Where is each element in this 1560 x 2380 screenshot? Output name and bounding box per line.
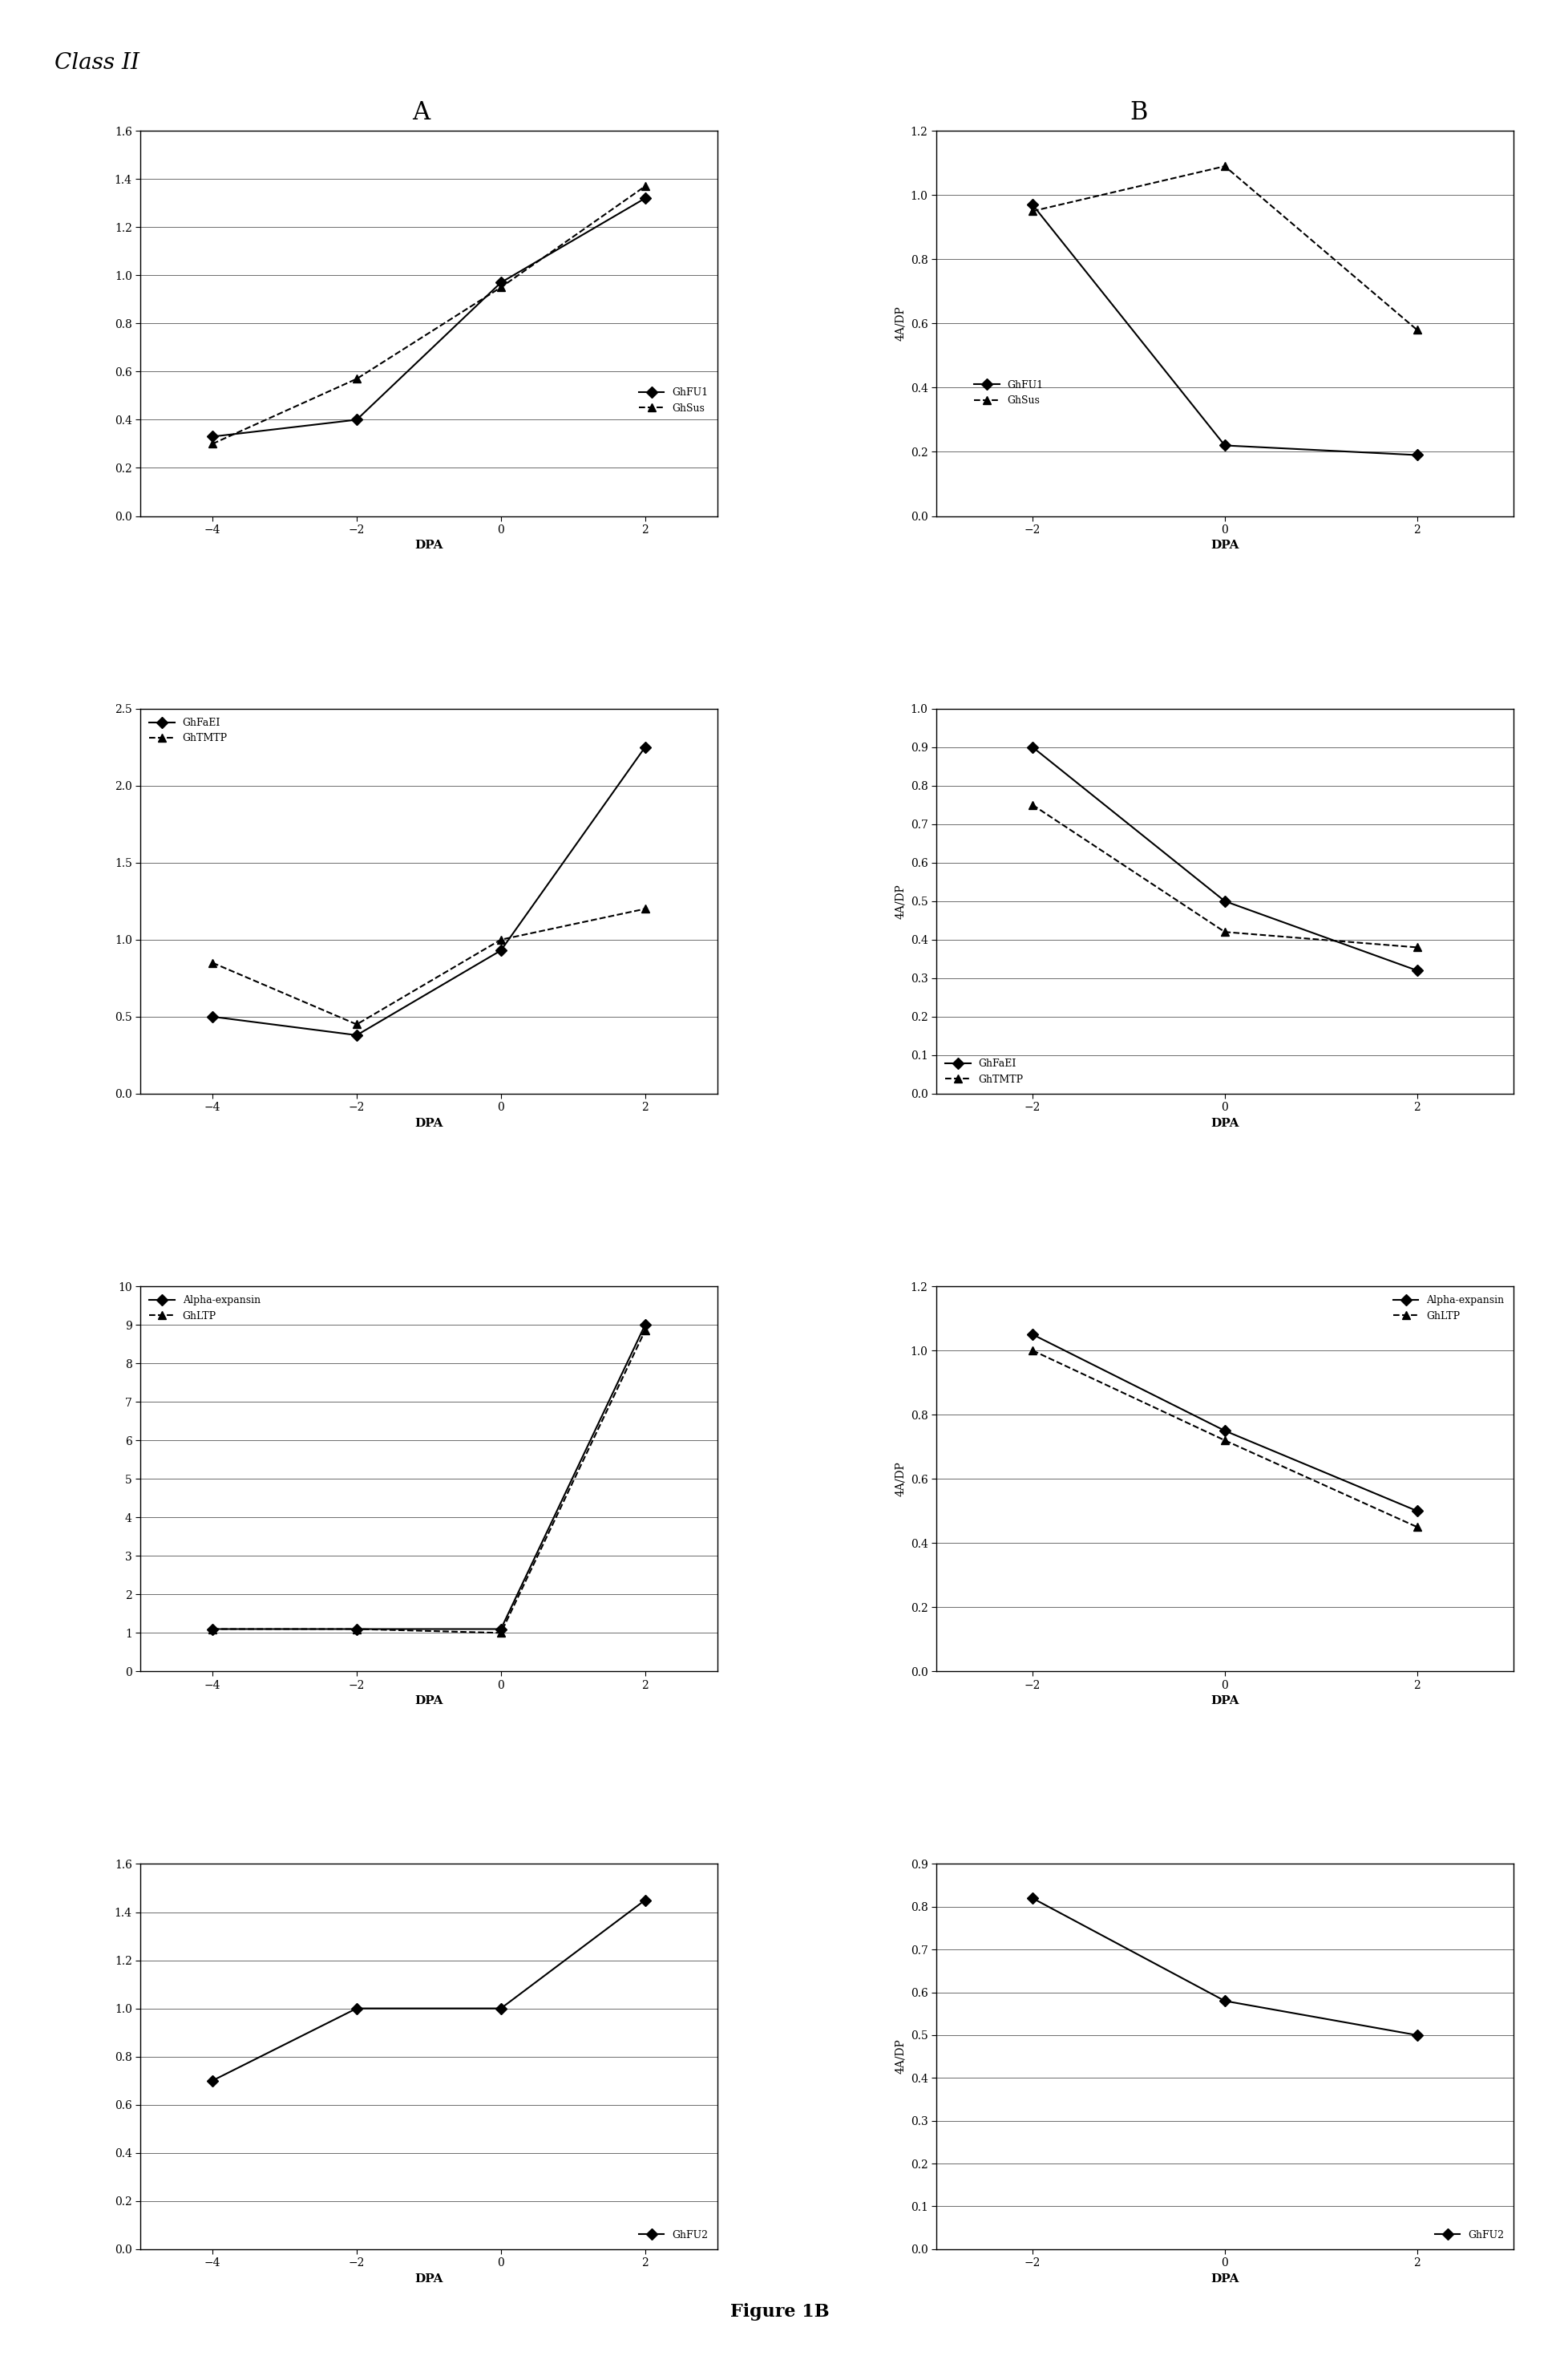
X-axis label: DPA: DPA xyxy=(1211,1695,1239,1706)
Legend: GhFU2: GhFU2 xyxy=(1431,2225,1509,2244)
Line: GhFU2: GhFU2 xyxy=(209,1897,649,2085)
Line: GhFaEI: GhFaEI xyxy=(1028,743,1421,973)
Y-axis label: 4A/DP: 4A/DP xyxy=(895,2040,906,2073)
GhLTP xyxy=(1215,1426,1234,1454)
GhFU1 xyxy=(491,269,510,298)
GhFaEI xyxy=(1407,957,1426,985)
Legend: GhFU2: GhFU2 xyxy=(635,2225,713,2244)
GhTMTP xyxy=(203,950,222,978)
Legend: GhFaEI, GhTMTP: GhFaEI, GhTMTP xyxy=(145,714,231,747)
GhFU1 xyxy=(348,405,367,433)
GhFU2 xyxy=(203,2066,222,2094)
Line: GhLTP: GhLTP xyxy=(1028,1347,1421,1530)
GhFU1 xyxy=(1023,190,1042,219)
Text: Figure 1B: Figure 1B xyxy=(730,2304,830,2320)
Line: GhFU2: GhFU2 xyxy=(1028,1894,1421,2040)
GhTMTP xyxy=(1215,919,1234,947)
Line: GhTMTP: GhTMTP xyxy=(209,904,649,1028)
X-axis label: DPA: DPA xyxy=(1211,1119,1239,1128)
Legend: GhFU1, GhSus: GhFU1, GhSus xyxy=(635,383,713,416)
GhFU2 xyxy=(491,1994,510,2023)
X-axis label: DPA: DPA xyxy=(1211,540,1239,552)
Alpha-expansin xyxy=(1407,1497,1426,1526)
GhFU1 xyxy=(636,183,655,212)
GhLTP xyxy=(203,1614,222,1642)
Line: Alpha-expansin: Alpha-expansin xyxy=(1028,1330,1421,1514)
X-axis label: DPA: DPA xyxy=(415,540,443,552)
GhFaEI xyxy=(1215,888,1234,916)
Legend: GhFaEI, GhTMTP: GhFaEI, GhTMTP xyxy=(941,1054,1028,1088)
Alpha-expansin xyxy=(1023,1321,1042,1349)
X-axis label: DPA: DPA xyxy=(415,1695,443,1706)
Line: GhLTP: GhLTP xyxy=(209,1326,649,1637)
GhFU1 xyxy=(1215,431,1234,459)
Alpha-expansin xyxy=(1215,1416,1234,1445)
GhTMTP xyxy=(348,1009,367,1038)
GhSus xyxy=(1215,152,1234,181)
GhFU1 xyxy=(1407,440,1426,469)
GhSus xyxy=(348,364,367,393)
Text: B: B xyxy=(1129,100,1148,124)
GhFU1 xyxy=(203,421,222,450)
GhSus xyxy=(1023,198,1042,226)
Line: GhFaEI: GhFaEI xyxy=(209,743,649,1040)
Text: Class II: Class II xyxy=(55,52,139,74)
GhFU2 xyxy=(348,1994,367,2023)
GhLTP xyxy=(1023,1335,1042,1364)
Y-axis label: 4A/DP: 4A/DP xyxy=(895,883,906,919)
GhFU2 xyxy=(1023,1885,1042,1914)
Line: Alpha-expansin: Alpha-expansin xyxy=(209,1321,649,1633)
GhLTP xyxy=(636,1316,655,1345)
GhTMTP xyxy=(1407,933,1426,962)
Line: GhSus: GhSus xyxy=(209,183,649,447)
GhFaEI xyxy=(203,1002,222,1031)
Line: GhTMTP: GhTMTP xyxy=(1028,802,1421,952)
Y-axis label: 4A/DP: 4A/DP xyxy=(895,307,906,340)
GhSus xyxy=(203,428,222,457)
Line: GhFU1: GhFU1 xyxy=(209,195,649,440)
GhFU2 xyxy=(1215,1987,1234,2016)
GhFU2 xyxy=(636,1885,655,1914)
GhSus xyxy=(491,274,510,302)
GhSus xyxy=(1407,317,1426,345)
Alpha-expansin xyxy=(636,1311,655,1340)
GhTMTP xyxy=(491,926,510,954)
Alpha-expansin xyxy=(203,1614,222,1642)
GhFaEI xyxy=(491,935,510,964)
GhTMTP xyxy=(1023,790,1042,819)
GhLTP xyxy=(491,1618,510,1647)
Legend: GhFU1, GhSus: GhFU1, GhSus xyxy=(970,376,1047,409)
GhFaEI xyxy=(636,733,655,762)
Alpha-expansin xyxy=(348,1614,367,1642)
GhFaEI xyxy=(1023,733,1042,762)
Legend: Alpha-expansin, GhLTP: Alpha-expansin, GhLTP xyxy=(145,1292,264,1326)
Line: GhSus: GhSus xyxy=(1028,162,1421,333)
GhFaEI xyxy=(348,1021,367,1050)
Alpha-expansin xyxy=(491,1614,510,1642)
Legend: Alpha-expansin, GhLTP: Alpha-expansin, GhLTP xyxy=(1390,1292,1509,1326)
GhTMTP xyxy=(636,895,655,923)
Line: GhFU1: GhFU1 xyxy=(1028,200,1421,459)
X-axis label: DPA: DPA xyxy=(415,1119,443,1128)
X-axis label: DPA: DPA xyxy=(415,2273,443,2285)
GhSus xyxy=(636,171,655,200)
Y-axis label: 4A/DP: 4A/DP xyxy=(895,1461,906,1497)
X-axis label: DPA: DPA xyxy=(1211,2273,1239,2285)
GhLTP xyxy=(1407,1514,1426,1542)
GhLTP xyxy=(348,1614,367,1642)
GhFU2 xyxy=(1407,2021,1426,2049)
Text: A: A xyxy=(412,100,431,124)
